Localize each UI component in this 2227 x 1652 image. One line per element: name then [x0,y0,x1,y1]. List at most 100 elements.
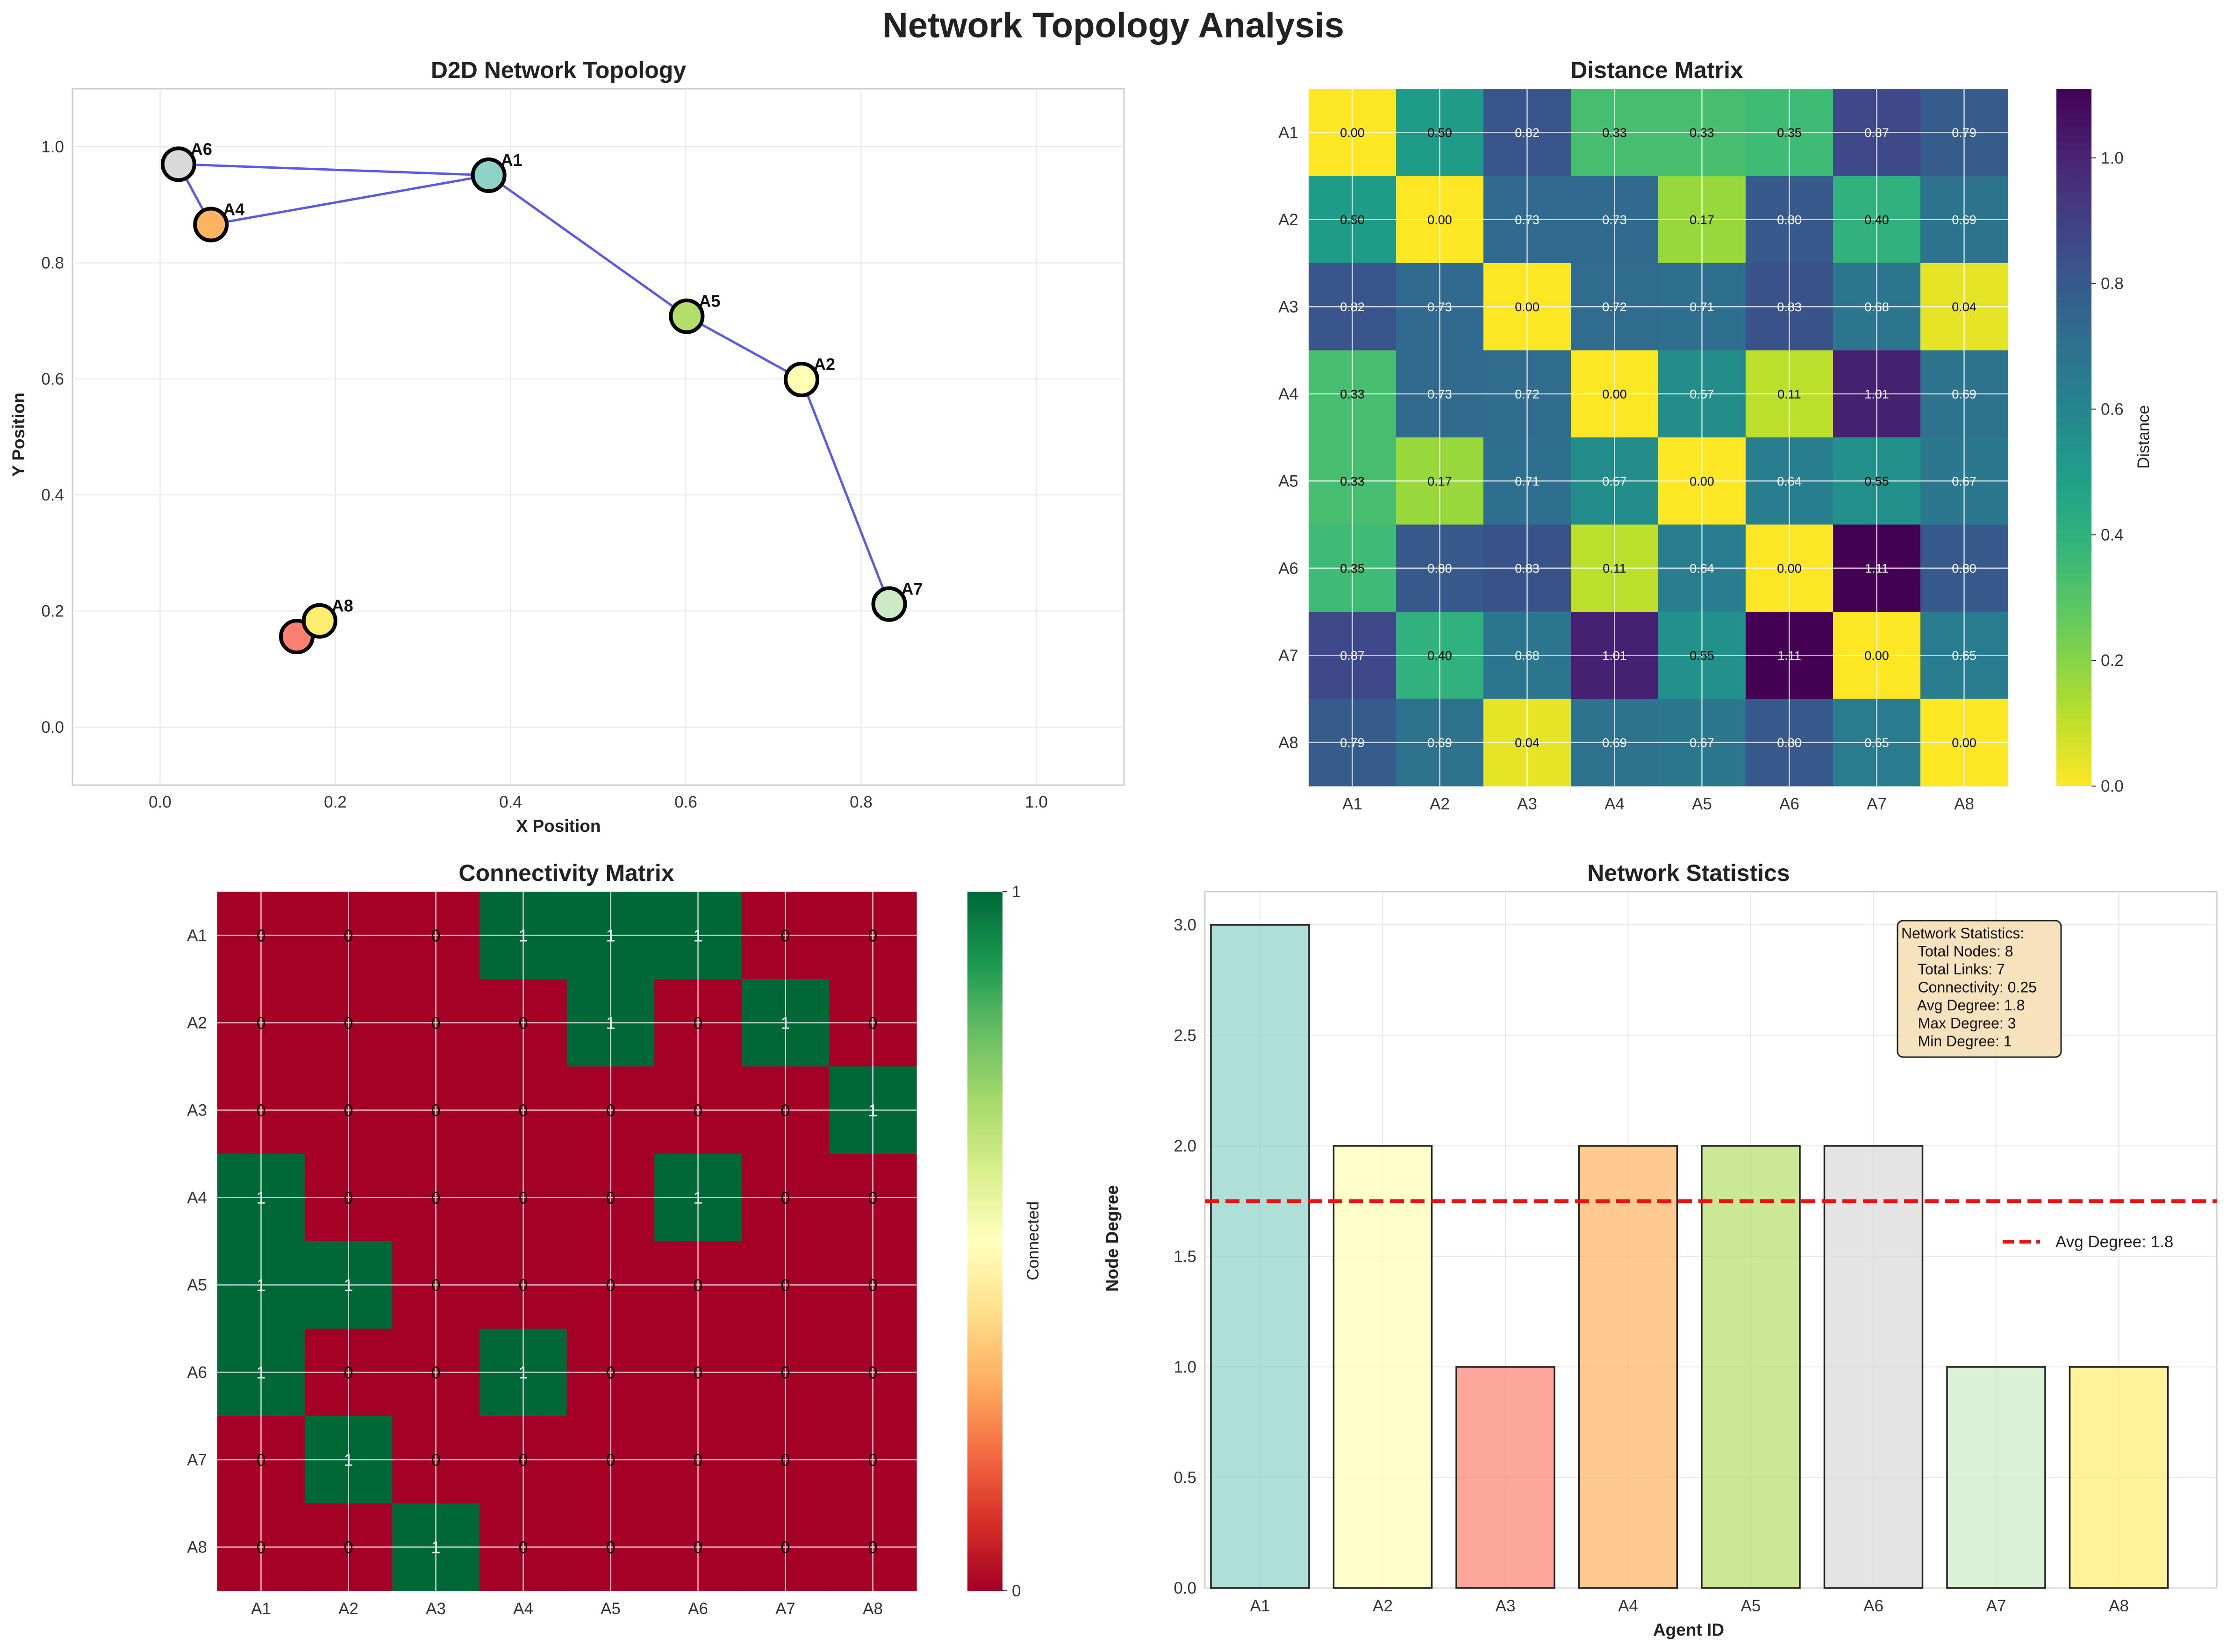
distance-cell-label: 0.35 [1340,561,1365,575]
connectivity-cell-label: 0 [868,1363,877,1382]
distance-cell-label: 0.50 [1340,213,1365,227]
stats-info-line: Connectivity: 0.25 [1901,979,2037,996]
distance-cell-label: 0.35 [1777,126,1802,140]
connectivity-cell-label: 0 [431,926,440,945]
network-statistics-panel: Network Statistics Agent ID Node Degree … [1103,860,2218,1639]
distance-cell-label: 0.65 [1952,649,1976,663]
connectivity-cell-label: 0 [868,926,877,945]
connectivity-cell-label: 0 [256,1101,265,1120]
connectivity-cell-label: 0 [781,1275,790,1294]
distance-cell-label: 0.83 [1777,300,1802,314]
distance-cell-label: 0.04 [1952,300,1976,314]
distance-ytick-label: A3 [1278,298,1298,316]
connectivity-cell-label: 0 [344,926,353,945]
distance-cell-label: 0.64 [1690,561,1714,575]
connectivity-cell-label: 0 [693,1013,702,1032]
connectivity-cell-label: 0 [518,1450,528,1469]
topology-node [669,298,705,334]
connectivity-cell-label: 0 [868,1450,877,1469]
distance-xtick-label: A1 [1342,795,1362,813]
topology-ytick-label: 0.4 [41,486,64,504]
distance-xtick-label: A8 [1954,795,1974,813]
connectivity-cell-label: 0 [344,1188,353,1207]
distance-cell-label: 0.00 [1602,387,1627,401]
distance-ytick-label: A2 [1278,211,1298,229]
distance-cell-label: 0.87 [1864,126,1889,140]
topology-edge [178,163,489,177]
topology-xtick-label: 0.0 [149,793,172,811]
distance-xtick-label: A4 [1604,795,1625,813]
connectivity-cell-label: 0 [344,1538,353,1557]
distance-cell-label: 0.11 [1603,561,1626,575]
connectivity-ytick-label: A4 [187,1189,207,1207]
distance-cell-label: 0.69 [1602,736,1627,750]
stats-ytick-label: 0.5 [1174,1468,1196,1487]
topology-ylabel: Y Position [9,393,28,477]
connectivity-cell-label: 0 [431,1275,440,1294]
connectivity-cell-label: 0 [781,1450,790,1469]
stats-ytick-label: 1.0 [1174,1358,1196,1376]
topology-node-label: A5 [699,292,720,311]
connectivity-cell-label: 0 [256,926,265,945]
topology-node-label: A4 [223,200,244,219]
distance-cell-label: 0.80 [1427,561,1452,575]
stats-ytick-label: 2.5 [1174,1026,1196,1044]
topology-plot-area [72,88,1125,786]
connectivity-xtick-label: A3 [426,1600,446,1618]
connectivity-cell-label: 0 [518,1538,528,1557]
connectivity-cell-label: 1 [344,1275,353,1294]
distance-colorbar-tick-label: 0.0 [2101,777,2124,795]
connectivity-cell-label: 0 [431,1188,440,1207]
stats-info-line: Min Degree: 1 [1901,1033,2012,1050]
distance-cell-label: 0.00 [1515,300,1540,314]
connectivity-xtick-label: A6 [688,1600,708,1618]
connectivity-cell-label: 1 [606,1013,615,1032]
distance-colorbar-label: Distance [2134,405,2153,469]
distance-cell-label: 0.79 [1952,126,1976,140]
connectivity-cell-label: 0 [868,1275,877,1294]
figure-title: Network Topology Analysis [882,6,1344,45]
connectivity-colorbar-label: Connected [1024,1201,1042,1280]
topology-ytick-label: 0.2 [41,602,64,621]
stats-xlabel: Agent ID [1653,1620,1724,1639]
distance-colorbar-tick-label: 0.6 [2101,400,2124,419]
connectivity-cell-label: 0 [518,1275,528,1294]
distance-xtick-label: A2 [1430,795,1450,813]
topology-node-label: A1 [501,150,523,170]
stats-info-line: Network Statistics: [1901,925,2024,942]
connectivity-colorbar-tick-label: 0 [1012,1582,1021,1600]
distance-xtick-label: A7 [1867,795,1887,813]
distance-cell-label: 0.57 [1602,474,1627,488]
connectivity-cell-label: 1 [693,926,702,945]
distance-cell-label: 0.55 [1864,474,1889,488]
connectivity-cell-label: 1 [606,926,615,945]
distance-matrix-panel: Distance Matrix Distance 0.00 0.50 0.82 0.3… [1278,57,2153,813]
connectivity-cell-label: 0 [256,1538,265,1557]
distance-cell-label: 0.57 [1690,387,1714,401]
stats-xtick-label: A2 [1373,1597,1393,1615]
connectivity-ytick-label: A1 [187,927,207,945]
connectivity-cell-label: 0 [693,1101,702,1120]
connectivity-cell-label: 1 [431,1538,440,1557]
topology-node [784,362,819,398]
distance-ytick-label: A7 [1278,646,1298,665]
connectivity-cell-label: 0 [606,1275,615,1294]
topology-edge [800,379,890,605]
connectivity-cell-label: 0 [868,1013,877,1032]
connectivity-cell-label: 0 [693,1363,702,1382]
distance-xtick-label: A5 [1692,795,1712,813]
connectivity-cell-label: 0 [256,1013,265,1032]
topology-node [301,603,337,639]
connectivity-cell-label: 0 [606,1538,615,1557]
stats-title: Network Statistics [1587,860,1790,886]
stats-xtick-label: A8 [2109,1597,2129,1615]
distance-xtick-label: A3 [1517,795,1537,813]
topology-node [471,157,507,193]
distance-ytick-label: A8 [1278,734,1298,752]
connectivity-cell-label: 0 [344,1101,353,1120]
topology-node-label: A7 [902,579,923,599]
distance-cell-label: 0.65 [1864,736,1889,750]
distance-cell-label: 0.87 [1340,649,1365,663]
stats-bar [2069,1366,2169,1589]
